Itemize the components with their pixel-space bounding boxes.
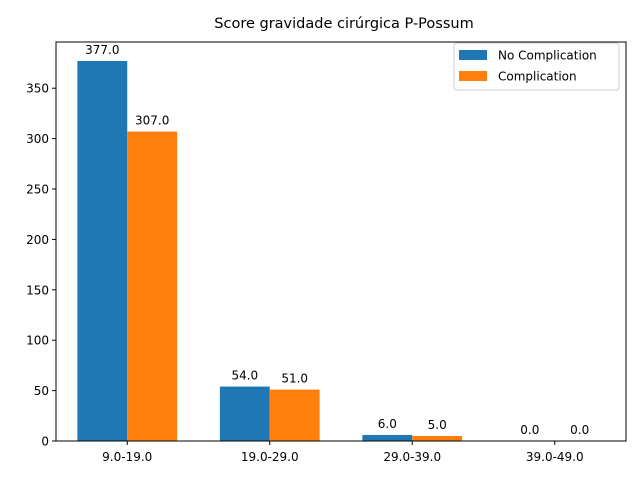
bar-value-label: 6.0 bbox=[378, 417, 397, 431]
x-tick-label: 9.0-19.0 bbox=[102, 450, 152, 464]
bar-value-label: 5.0 bbox=[428, 418, 447, 432]
bar-value-label: 54.0 bbox=[231, 369, 258, 383]
x-tick-label: 39.0-49.0 bbox=[526, 450, 584, 464]
legend-box bbox=[453, 42, 620, 91]
legend: No Complication Complication bbox=[453, 42, 620, 91]
y-tick-label: 0 bbox=[41, 435, 49, 449]
bar-no-complication-2 bbox=[362, 434, 413, 441]
bar-complication-1 bbox=[269, 389, 320, 441]
plot-frame bbox=[55, 41, 627, 442]
bar-value-label: 51.0 bbox=[281, 372, 308, 386]
y-tick-label: 150 bbox=[26, 283, 49, 297]
bar-value-label: 0.0 bbox=[520, 423, 539, 437]
x-tick-label: 29.0-39.0 bbox=[383, 450, 441, 464]
bars-layer: 377.0 54.0 6.0 0.0 307.0 51.0 5.0 0.0 bbox=[77, 43, 589, 442]
chart-title: Score gravidade cirúrgica P-Possum bbox=[214, 16, 473, 32]
legend-label: No Complication bbox=[498, 49, 597, 63]
y-tick-label: 300 bbox=[26, 132, 49, 146]
bar-value-label: 307.0 bbox=[135, 114, 169, 128]
y-axis: 0 50 100 150 200 250 300 350 bbox=[26, 82, 56, 449]
x-axis: 9.0-19.0 19.0-29.0 29.0-39.0 39.0-49.0 bbox=[102, 441, 584, 464]
x-tick-label: 19.0-29.0 bbox=[241, 450, 299, 464]
bar-no-complication-1 bbox=[219, 386, 270, 441]
legend-swatch bbox=[459, 50, 487, 60]
y-tick-label: 200 bbox=[26, 233, 49, 247]
legend-label: Complication bbox=[498, 70, 577, 84]
bar-complication-0 bbox=[127, 131, 178, 442]
y-tick-label: 50 bbox=[34, 384, 49, 398]
bar-no-complication-0 bbox=[77, 61, 128, 441]
legend-swatch bbox=[459, 71, 487, 81]
y-tick-label: 100 bbox=[26, 334, 49, 348]
bar-value-label: 0.0 bbox=[570, 423, 589, 437]
bar-complication-2 bbox=[412, 435, 463, 441]
y-tick-label: 250 bbox=[26, 183, 49, 197]
y-tick-label: 350 bbox=[26, 82, 49, 96]
bar-value-label: 377.0 bbox=[85, 43, 119, 57]
